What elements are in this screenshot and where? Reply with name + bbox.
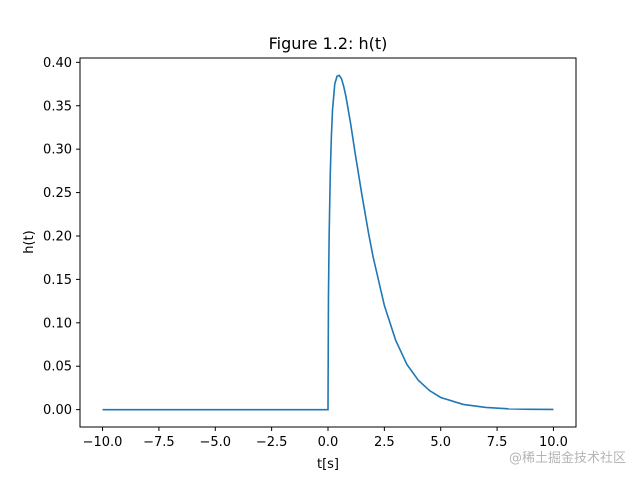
- x-axis-label: t[s]: [317, 457, 339, 472]
- y-tick-label: 0.15: [43, 273, 72, 288]
- x-tick-label: 7.5: [487, 435, 508, 450]
- y-tick-label: 0.30: [43, 143, 72, 158]
- x-tick-label: 5.0: [430, 435, 451, 450]
- y-axis: 0.00 0.05 0.10 0.15 0.20 0.25 0.30 0.35 0.40: [43, 56, 80, 418]
- y-tick-label: 0.05: [43, 360, 72, 375]
- x-tick-label: −2.5: [256, 435, 288, 450]
- x-tick-label: −7.5: [143, 435, 175, 450]
- y-tick-label: 0.10: [43, 316, 72, 331]
- x-tick-label: 2.5: [374, 435, 395, 450]
- x-tick-label: 0.0: [318, 435, 339, 450]
- y-tick-label: 0.00: [43, 403, 72, 418]
- y-axis-label: h(t): [22, 230, 37, 253]
- x-tick-label: −10.0: [83, 435, 123, 450]
- x-tick-label: −5.0: [199, 435, 231, 450]
- x-tick-label: 10.0: [539, 435, 568, 450]
- watermark: @稀土掘金技术社区: [508, 451, 626, 466]
- y-tick-label: 0.35: [43, 99, 72, 114]
- y-tick-label: 0.20: [43, 229, 72, 244]
- y-tick-label: 0.25: [43, 186, 72, 201]
- chart-title: Figure 1.2: h(t): [269, 34, 388, 53]
- x-axis: −10.0 −7.5 −5.0 −2.5 0.0 2.5 5.0 7.5 10.0: [83, 427, 568, 450]
- series-line-h: [102, 74, 554, 411]
- y-tick-label: 0.40: [43, 56, 72, 71]
